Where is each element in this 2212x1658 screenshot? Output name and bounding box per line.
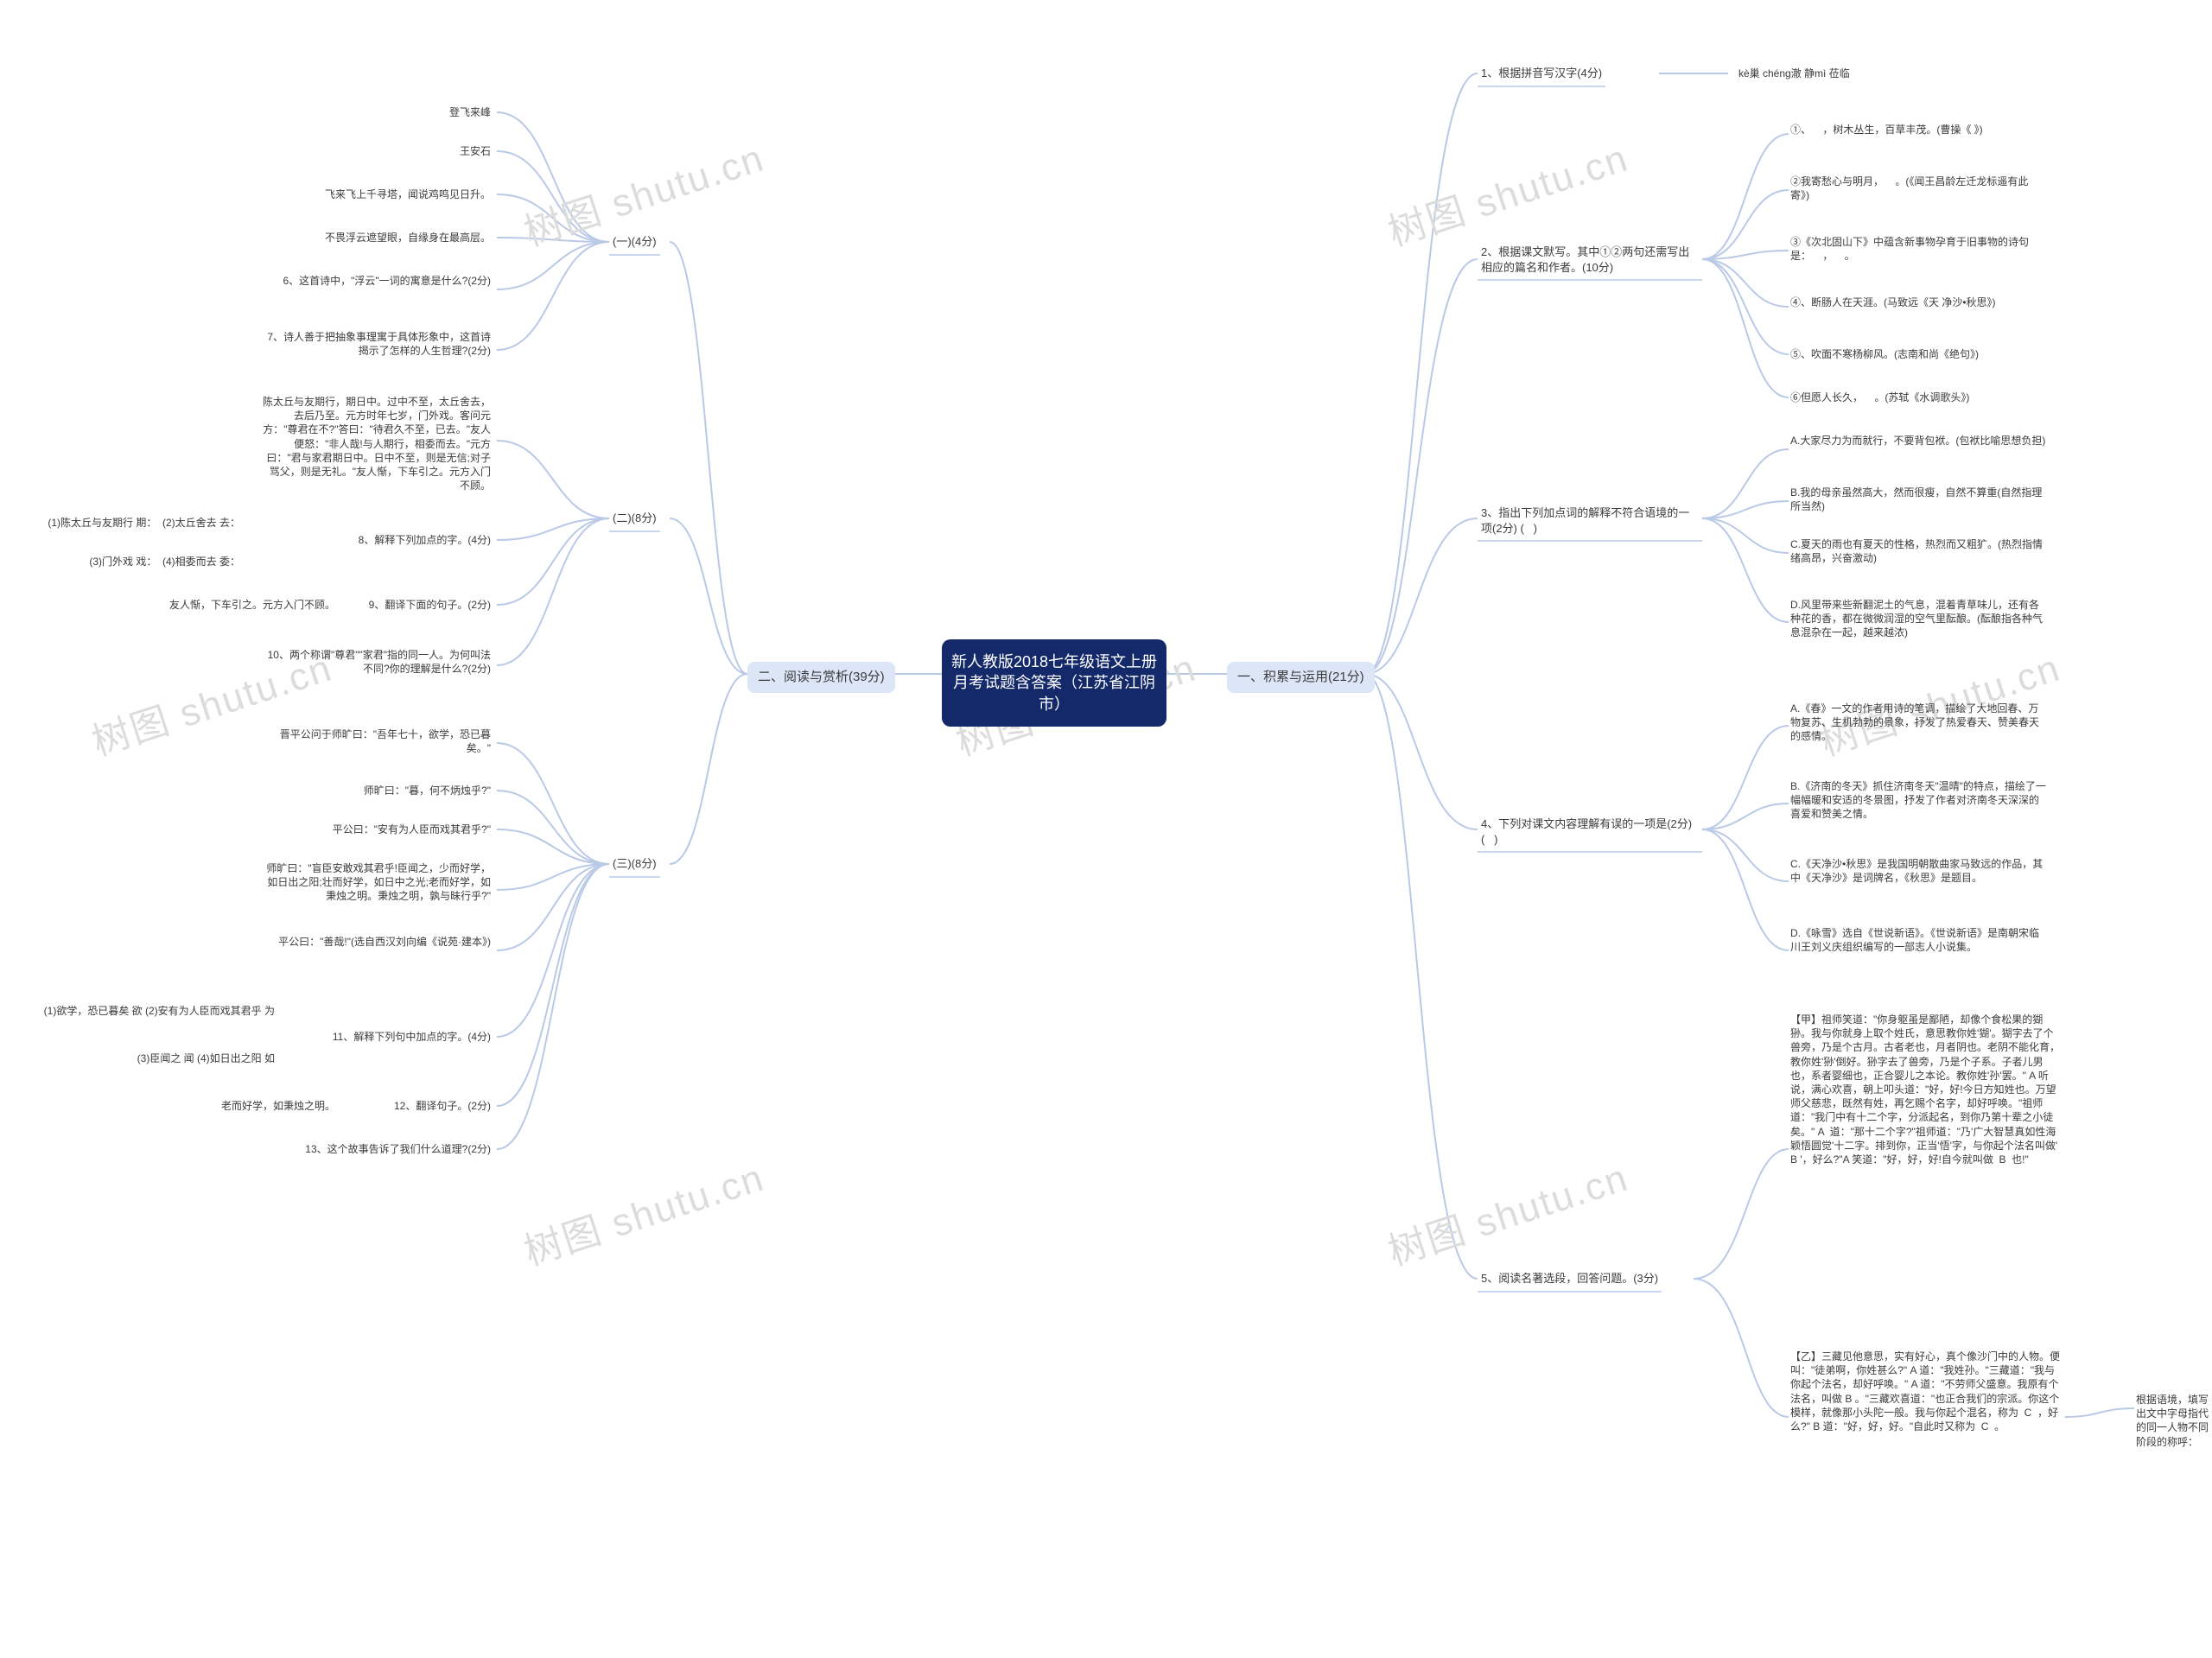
q3-a: A.大家尽力为而就行，不要背包袱。(包袱比喻思想负担) [1789,432,2047,449]
q5-p1: 【甲】祖师笑道："你身躯虽是鄙陋，却像个食松果的猢狲。我与你就身上取个姓氏，意思… [1789,1011,2065,1168]
branch-right[interactable]: 一、积累与运用(21分) [1227,662,1375,693]
s3-q11-b: (3)臣闻之 闻 (4)如日出之阳 如 [17,1050,276,1067]
s1-i6: 7、诗人善于把抽象事理寓于具体形象中，这首诗揭示了怎样的人生哲理?(2分) [259,328,493,359]
q5-p2: 【乙】三藏见他意思，实有好心，真个像沙门中的人物。便叫："徒弟啊，你姓甚么?" … [1789,1348,2065,1435]
watermark: 树图 shutu.cn [1380,127,1634,257]
watermark: 树图 shutu.cn [516,1147,770,1276]
s1[interactable]: (一)(4分) [609,232,660,256]
s2-q9l: 友人惭，下车引之。元方入门不顾。 [130,596,337,613]
s3-q11-a: (1)欲学，恐已暮矣 欲 (2)安有为人臣而戏其君乎 为 [17,1002,276,1020]
s2-q8-a: (1)陈太丘与友期行 期： (2)太丘舍去 去： [17,514,242,531]
q4[interactable]: 4、下列对课文内容理解有误的一项是(2分) ( ) [1478,814,1702,853]
s3-q12r: 12、翻译句子。(2分) [363,1097,493,1115]
q4-d: D.《咏雪》选自《世说新语》。《世说新语》是南朝宋临川王刘义庆组织编写的一部志人… [1789,924,2048,956]
s3-q11: 11、解释下列句中加点的字。(4分) [320,1028,493,1045]
s3-i3: 平公曰："安有为人臣而戏其君乎?" [259,821,493,838]
q1[interactable]: 1、根据拼音写汉字(4分) [1478,63,1605,87]
s3-i2: 师旷曰："暮，何不炳烛乎?" [259,782,493,799]
q3[interactable]: 3、指出下列加点词的解释不符合语境的一项(2分) ( ) [1478,503,1702,542]
s2-q8-b: (3)门外戏 戏： (4)相委而去 委： [17,553,242,570]
s1-i5: 6、这首诗中，"浮云"一词的寓意是什么?(2分) [259,272,493,289]
q3-d: D.风里带来些新翻泥土的气息，混着青草味儿，还有各种花的香，都在微微润湿的空气里… [1789,596,2048,642]
s1-i2: 王安石 [259,143,493,160]
q4-b: B.《济南的冬天》抓住济南冬天"温晴"的特点，描绘了一幅幅暖和安适的冬景图，抒发… [1789,778,2048,823]
s2-q8: 8、解释下列加点的字。(4分) [259,531,493,549]
q5-sq: 根据语境，填写出文中字母指代的同一人物不同阶段的称呼： [2134,1391,2212,1451]
q2-i6: ⑥但愿人长久， 。(苏轼《水调歌头》) [1789,389,1971,406]
q4-c: C.《天净沙•秋思》是我国明朝散曲家马致远的作品，其中《天净沙》是词牌名，《秋思… [1789,855,2048,886]
branch-left[interactable]: 二、阅读与赏析(39分) [747,662,895,693]
q3-b: B.我的母亲虽然高大，然而很瘦，自然不算重(自然指理所当然) [1789,484,2048,515]
s2[interactable]: (二)(8分) [609,508,660,532]
root-node[interactable]: 新人教版2018七年级语文上册月考试题含答案（江苏省江阴市） [942,639,1166,727]
q2-i5: ⑤、吹面不寒杨柳风。(志南和尚《绝句》) [1789,346,1980,363]
s3[interactable]: (三)(8分) [609,854,660,878]
s1-i1: 登飞来峰 [259,104,493,121]
q1-ans: kè巢 chéng澈 静mì 莅临 [1737,65,1852,82]
s1-i3: 飞来飞上千寻塔，闻说鸡鸣见日升。 [259,186,493,203]
s3-i1: 晋平公问于师旷曰："吾年七十，欲学，恐已暮矣。" [259,726,493,757]
q3-c: C.夏天的雨也有夏天的性格，热烈而又粗犷。(热烈指情绪高昂，兴奋激动) [1789,536,2048,567]
s2-q9r: 9、翻译下面的句子。(2分) [354,596,493,613]
q5[interactable]: 5、阅读名著选段，回答问题。(3分) [1478,1268,1662,1293]
q4-a: A.《春》一文的作者用诗的笔调，描绘了大地回春、万物复苏、生机勃勃的景象，抒发了… [1789,700,2048,746]
s3-q13: 13、这个故事告诉了我们什么道理?(2分) [259,1140,493,1158]
s3-i4: 师旷曰："盲臣安敢戏其君乎!臣闻之，少而好学，如日出之阳;壮而好学，如日中之光;… [259,860,493,905]
watermark: 树图 shutu.cn [1380,1147,1634,1276]
q2[interactable]: 2、根据课文默写。其中①②两句还需写出相应的篇名和作者。(10分) [1478,242,1702,281]
q2-i1: ①、 ，树木丛生，百草丰茂。(曹操《 》) [1789,121,1985,138]
s3-q12l: 老而好学，如秉烛之明。 [164,1097,337,1115]
s2-q10: 10、两个称谓"尊君""家君"指的同一人。为何叫法不同?你的理解是什么?(2分) [259,646,493,677]
q2-i4: ④、断肠人在天涯。(马致远《天 净沙•秋思》) [1789,294,1998,311]
s2-head: 陈太丘与友期行，期日中。过中不至，太丘舍去，去后乃至。元方时年七岁，门外戏。客问… [259,393,493,494]
q2-i2: ②我寄愁心与明月， 。(《闻王昌龄左迁龙标遥有此寄》) [1789,173,2048,204]
q2-i3: ③《次北固山下》中蕴含新事物孕育于旧事物的诗句是： ， 。 [1789,233,2048,264]
s1-i4: 不畏浮云遮望眼，自缘身在最高层。 [259,229,493,246]
s3-i5: 平公曰："善哉!"(选自西汉刘向编《说苑·建本》) [259,933,493,950]
